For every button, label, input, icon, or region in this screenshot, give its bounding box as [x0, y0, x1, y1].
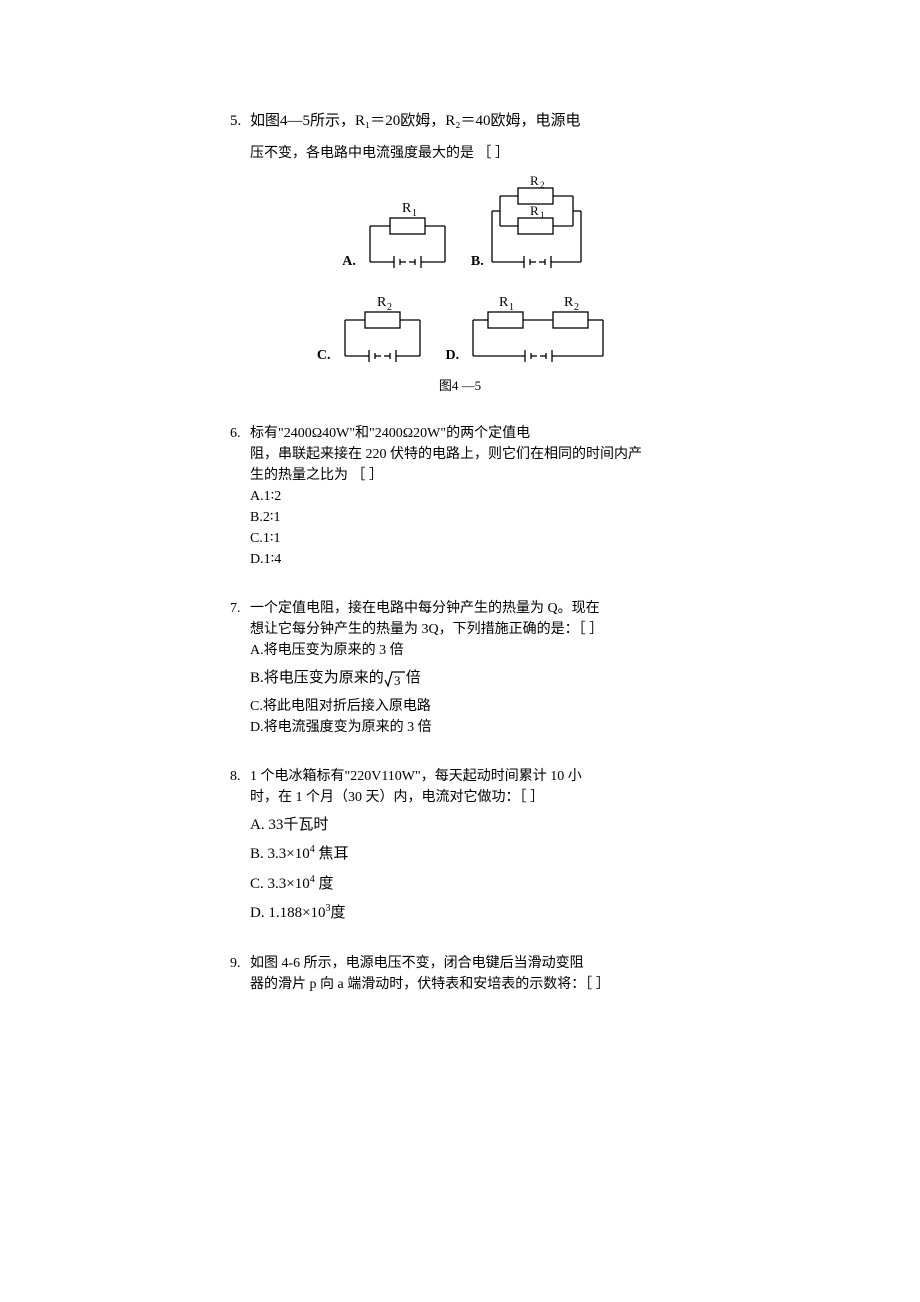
q7-opt-B-prefix: B.将电压变为原来的 [250, 670, 384, 686]
q6-stem-l1: 标有"2400Ω40W"和"2400Ω20W"的两个定值电 [250, 423, 690, 444]
q5-label-B: B. [471, 251, 484, 276]
svg-text:R: R [499, 295, 509, 310]
q8-C-pre: C. 3.3×10 [250, 876, 310, 892]
q8-B-pre: B. 3.3×10 [250, 846, 310, 862]
q8-opt-D: D. 1.188×103度 [250, 901, 690, 925]
q8-number: 8. [230, 766, 250, 787]
q7-stem-l1: 一个定值电阻，接在电路中每分钟产生的热量为 Q。现在 [250, 598, 690, 619]
svg-text:R: R [530, 176, 539, 188]
svg-text:1: 1 [509, 302, 514, 313]
q7-opt-A: A.将电压变为原来的 3 倍 [230, 640, 690, 661]
q9-number: 9. [230, 953, 250, 974]
q8-D-suf: 度 [331, 905, 346, 921]
q6-stem-l2: 阻，串联起来接在 220 伏特的电路上，则它们在相同的时间内产 [230, 444, 690, 465]
circuit-B-svg: R 2 R 1 [488, 176, 588, 276]
question-5: 5. 如图4—5所示，R₁＝20欧姆，R₂＝40欧姆，电源电 压不变，各电路中电… [230, 110, 690, 395]
q6-opt-D: D.1∶4 [230, 549, 690, 570]
page: 5. 如图4—5所示，R₁＝20欧姆，R₂＝40欧姆，电源电 压不变，各电路中电… [0, 0, 920, 1123]
q7-number: 7. [230, 598, 250, 619]
q8-opt-C: C. 3.3×104 度 [250, 872, 690, 896]
q6-opt-B: B.2∶1 [230, 507, 690, 528]
q8-D-pre: D. 1.188×10 [250, 905, 326, 921]
q5-circuit-B: B. [471, 176, 588, 276]
q6-stem-l3: 生的热量之比为 ［ ］ [230, 465, 690, 486]
q5-caption: 图4 —5 [230, 376, 690, 396]
q9-stem-l2: 器的滑片 p 向 a 端滑动时，伏特表和安培表的示数将：［ ］ [230, 974, 690, 995]
circuit-A-svg: R 1 [360, 198, 455, 276]
q7-opt-B: B.将电压变为原来的 3倍 [230, 667, 690, 690]
q5-label-D: D. [446, 345, 460, 370]
q5-fig-row1: A. [230, 172, 690, 280]
q5-number: 5. [230, 110, 250, 133]
svg-text:R: R [530, 203, 539, 218]
q5-fig-row2: C. [230, 288, 690, 374]
q9-stem-l1: 如图 4-6 所示，电源电压不变，闭合电键后当滑动变阻 [250, 953, 690, 974]
q7-opt-D: D.将电流强度变为原来的 3 倍 [230, 717, 690, 738]
svg-text:3: 3 [394, 673, 401, 688]
q7-opt-B-suffix: 倍 [406, 670, 421, 686]
svg-text:2: 2 [574, 302, 579, 313]
q6-opt-A: A.1∶2 [230, 486, 690, 507]
q5-label-C: C. [317, 345, 331, 370]
svg-text:1: 1 [412, 208, 417, 219]
q5-stem-line2: 压不变，各电路中电流强度最大的是 ［ ］ [230, 143, 690, 164]
q5-circuit-A: A. [342, 176, 455, 276]
svg-text:1: 1 [540, 210, 545, 220]
q7-stem-l2: 想让它每分钟产生的热量为 3Q，下列措施正确的是：［ ］ [230, 619, 690, 640]
q8-stem-l1: 1 个电冰箱标有"220V110W"，每天起动时间累计 10 小 [250, 766, 690, 787]
sqrt3-icon: 3 [384, 670, 406, 688]
question-7: 7. 一个定值电阻，接在电路中每分钟产生的热量为 Q。现在 想让它每分钟产生的热… [230, 598, 690, 738]
q5-stem-line1: 如图4—5所示，R₁＝20欧姆，R₂＝40欧姆，电源电 [250, 110, 690, 133]
circuit-D-svg: R 1 R 2 [463, 292, 613, 370]
q8-opt-B: B. 3.3×104 焦耳 [250, 842, 690, 866]
circuit-C-svg: R 2 [335, 292, 430, 370]
question-8: 8. 1 个电冰箱标有"220V110W"，每天起动时间累计 10 小 时，在 … [230, 766, 690, 925]
svg-text:R: R [402, 201, 412, 216]
svg-text:R: R [377, 295, 387, 310]
q8-C-suf: 度 [315, 876, 334, 892]
question-9: 9. 如图 4-6 所示，电源电压不变，闭合电键后当滑动变阻 器的滑片 p 向 … [230, 953, 690, 995]
question-6: 6. 标有"2400Ω40W"和"2400Ω20W"的两个定值电 阻，串联起来接… [230, 423, 690, 570]
q6-number: 6. [230, 423, 250, 444]
q5-circuit-D: D. [446, 292, 614, 370]
q5-circuit-C: C. [317, 292, 430, 370]
svg-text:2: 2 [387, 302, 392, 313]
q7-opt-C: C.将此电阻对折后接入原电路 [230, 696, 690, 717]
q5-label-A: A. [342, 251, 356, 276]
q8-stem-l2: 时，在 1 个月（30 天）内，电流对它做功：［ ］ [230, 787, 690, 808]
svg-text:R: R [564, 295, 574, 310]
q8-B-suf: 焦耳 [315, 846, 349, 862]
q6-opt-C: C.1∶1 [230, 528, 690, 549]
svg-text:2: 2 [540, 180, 545, 190]
q8-opt-A: A. 33千瓦时 [250, 814, 690, 837]
